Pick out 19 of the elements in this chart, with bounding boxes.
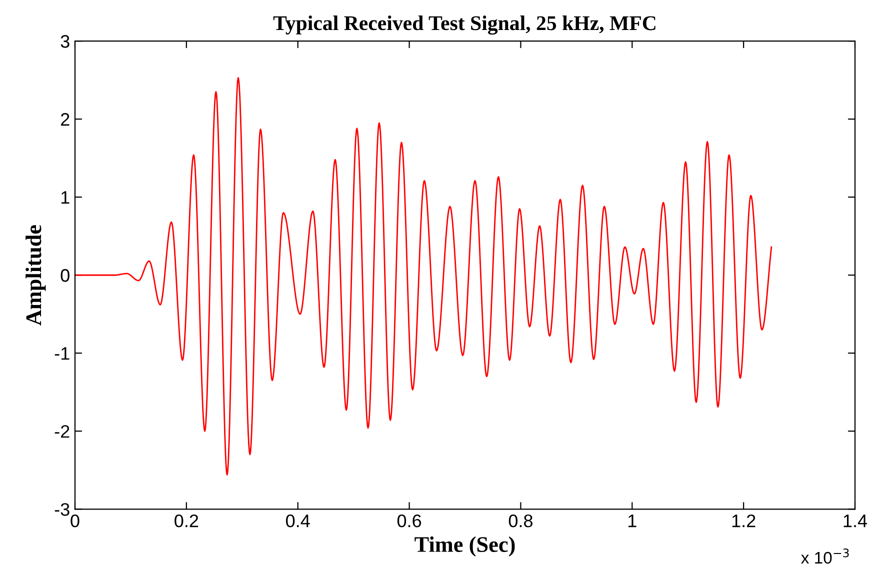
y-tick-label: -3 [54, 503, 70, 516]
x-tick-label: 1.4 [844, 514, 868, 528]
y-tick-label: 3 [60, 35, 70, 48]
text: x 10$^{−3}$ [801, 548, 849, 564]
y-tick-label: 2 [61, 113, 70, 126]
x-tick-label: 1 [628, 514, 636, 528]
x-tick-label: 0.8 [508, 514, 532, 528]
y-tick-label: 1 [61, 191, 70, 204]
x-tick-label: 0.2 [174, 514, 198, 528]
x-tick-label: 0.6 [397, 514, 422, 528]
x-tick-label: 0.4 [286, 514, 310, 528]
y-tick-label: -1 [54, 347, 70, 360]
y-axis-title: Amplitude [26, 225, 46, 326]
chart-title: Typical Received Test Signal, 25 kHz, MFC [273, 16, 656, 35]
y-tick-label: 0 [60, 269, 70, 282]
y-tick-label: -2 [54, 425, 70, 438]
x-tick-label: 1.2 [732, 514, 756, 528]
x-tick-label: 0 [70, 514, 80, 528]
x-axis-title: Time (Sec) [414, 536, 515, 557]
